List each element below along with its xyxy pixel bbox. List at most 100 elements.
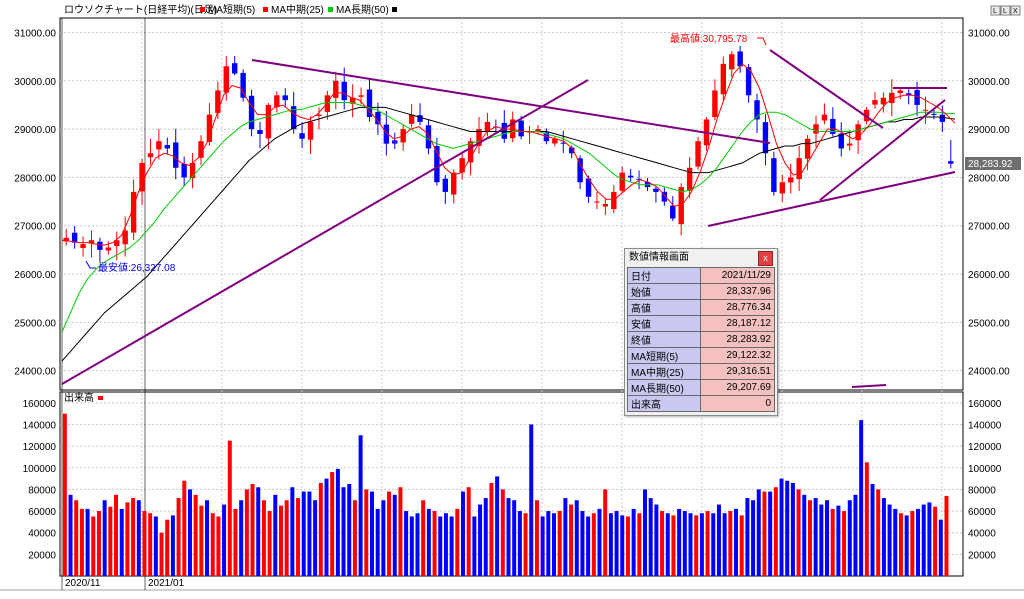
info-panel-titlebar[interactable]: 数値情報画面 x [625,249,777,267]
price-tick-label-left: 28000.00 [14,173,56,184]
info-row-label: 出来高 [627,395,701,412]
corner-button-3[interactable] [1010,5,1021,16]
candle-body [939,114,946,122]
trendline-uptrend[interactable] [61,79,589,385]
volume-bar [751,500,756,576]
volume-bar [131,498,136,576]
volume-bar [904,515,909,576]
candle-body [290,106,297,130]
volume-bar [620,515,625,576]
candle-body [173,142,179,168]
volume-bar [102,500,107,576]
volume-bar [728,511,733,576]
volume-bar [825,500,830,576]
volume-bar [853,494,858,576]
volume-tick-label-right: 40000 [968,529,996,540]
candle-body [838,133,844,149]
price-tick-label-right: 26000.00 [968,270,1010,281]
volume-bar [563,498,568,576]
volume-bar [625,516,630,576]
volume-bar [68,494,73,576]
volume-bar [426,508,431,576]
volume-legend-swatch [98,396,103,400]
volume-bar [643,489,648,576]
trendline-downtrend[interactable] [251,59,771,144]
corner-buttons: L L X [990,5,1021,16]
volume-bar [739,515,744,576]
volume-bar [517,511,522,576]
info-row-value: 28,187.12 [700,315,775,332]
volume-bar [85,508,90,576]
candle-body [712,90,718,118]
price-tick-label-right: 25000.00 [968,318,1010,329]
ma-long-legend-swatch [328,7,333,12]
volume-bar [842,511,847,576]
volume-bar [324,478,329,576]
volume-bar [654,504,659,576]
candle-body [215,90,221,113]
candle-body [425,125,432,149]
trendline-triangle-upper[interactable] [769,49,884,129]
corner-button-1[interactable] [990,5,1001,16]
volume-bar [114,494,119,576]
volume-bar [631,508,636,576]
volume-bar [387,491,392,576]
close-icon[interactable]: x [758,251,773,266]
volume-tick-label-left: 120000 [23,442,57,453]
candle-body [316,114,322,117]
candle-body [71,232,78,243]
volume-bar [785,480,790,576]
volume-bar [671,515,676,576]
volume-bar [591,513,596,576]
volume-bar [296,498,301,576]
volume-bar [261,500,266,576]
candle-body [164,145,171,149]
volume-bar [244,489,249,576]
info-row: 安値 28,187.12 [627,315,775,332]
info-panel[interactable]: 数値情報画面 x 日付 2021/11/29 始値 28,337.96 高値 28,776… [624,248,778,416]
volume-bar [734,508,739,576]
candle-body [88,240,95,244]
trendline-small-marker[interactable] [851,384,887,388]
info-panel-title: 数値情報画面 [629,252,689,263]
candle-body [349,97,356,104]
candle-body [518,120,524,137]
volume-bar [916,508,921,576]
ma-short-legend-swatch [200,7,205,12]
volume-bar [62,413,67,576]
volume-bar [910,511,915,576]
candle-body [897,90,903,94]
volume-bar [597,508,602,576]
volume-bar [165,519,170,576]
price-tick-label-right: 28000.00 [968,173,1010,184]
volume-bar [796,489,801,576]
volume-bar [830,508,835,576]
volume-bar [347,484,352,576]
volume-bar [301,491,306,576]
info-row-value: 28,337.96 [700,283,775,300]
trendline-support[interactable] [707,171,956,227]
candle-body [619,172,625,191]
info-row: MA短期(5) 29,122.32 [627,347,775,364]
price-tick-label-right: 31000.00 [968,28,1010,39]
candle-body [661,191,668,202]
info-row: 日付 2021/11/29 [627,267,775,284]
volume-bar [495,476,500,576]
trendline-triangle-lower[interactable] [819,99,946,201]
candle-body [762,122,769,154]
ma-mid-legend: MA中期(25) [271,3,324,16]
volume-bar [125,502,130,576]
trendlines [61,49,956,388]
corner-button-2[interactable] [1000,5,1011,16]
volume-bar [461,491,465,576]
volume-bar [421,500,426,576]
candle-body [585,178,592,197]
volume-bar [415,513,420,576]
candle-body [931,113,937,115]
candle-body [341,81,347,101]
volume-bar [278,505,283,576]
volume-bar [859,420,864,576]
volume-bar [284,500,289,576]
